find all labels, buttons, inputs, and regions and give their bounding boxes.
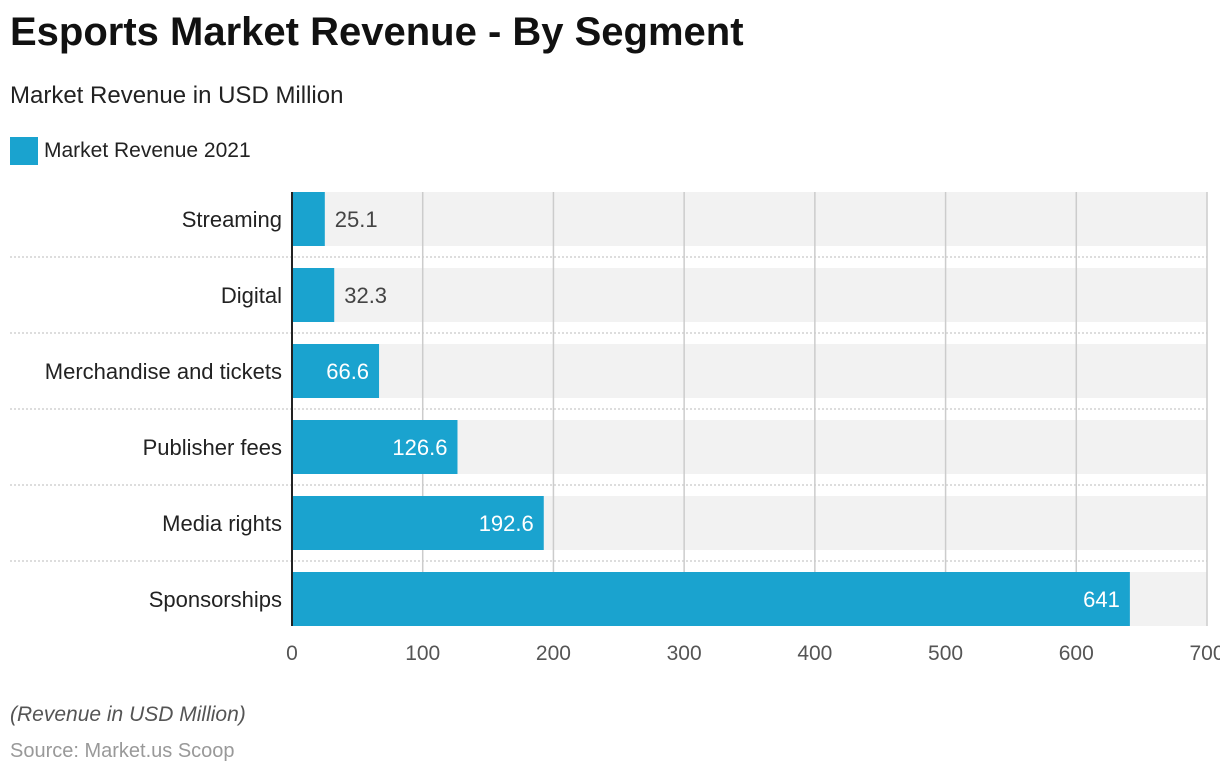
category-label: Digital <box>221 283 282 308</box>
bar <box>292 420 458 474</box>
x-tick-label: 500 <box>928 642 963 665</box>
legend-swatch <box>10 137 38 165</box>
row-band <box>292 344 1207 398</box>
legend: Market Revenue 2021 <box>10 137 251 165</box>
x-tick-label: 100 <box>405 642 440 665</box>
chart-subtitle: Market Revenue in USD Million <box>10 82 344 109</box>
data-label: 192.6 <box>479 511 534 536</box>
data-label: 25.1 <box>335 207 378 232</box>
bar <box>292 192 325 246</box>
x-tick-label: 700 <box>1189 642 1220 665</box>
bar <box>292 572 1130 626</box>
chart-title: Esports Market Revenue - By Segment <box>10 10 744 54</box>
x-tick-label: 400 <box>797 642 832 665</box>
bar <box>292 496 544 550</box>
data-label: 126.6 <box>392 435 447 460</box>
category-label: Sponsorships <box>149 587 282 612</box>
footer-note: (Revenue in USD Million) <box>10 703 246 726</box>
category-label: Media rights <box>162 511 282 536</box>
data-label: 32.3 <box>344 283 387 308</box>
x-tick-label: 300 <box>667 642 702 665</box>
data-label: 641 <box>1083 587 1120 612</box>
bar <box>292 344 380 398</box>
data-label: 66.6 <box>326 359 369 384</box>
category-label: Publisher fees <box>143 435 282 460</box>
x-tick-label: 600 <box>1059 642 1094 665</box>
category-label: Merchandise and tickets <box>45 359 282 384</box>
source-link[interactable]: Source: Market.us Scoop <box>10 740 235 762</box>
category-label: Streaming <box>182 207 282 232</box>
legend-label: Market Revenue 2021 <box>44 139 251 162</box>
x-tick-label: 0 <box>286 642 298 665</box>
x-tick-label: 200 <box>536 642 571 665</box>
row-band <box>292 268 1207 322</box>
bar-chart: 0 100 200 300 400 500 600 700 Streaming 25.1 Digit… <box>10 192 1220 665</box>
bar <box>292 268 335 322</box>
row-band <box>292 192 1207 246</box>
